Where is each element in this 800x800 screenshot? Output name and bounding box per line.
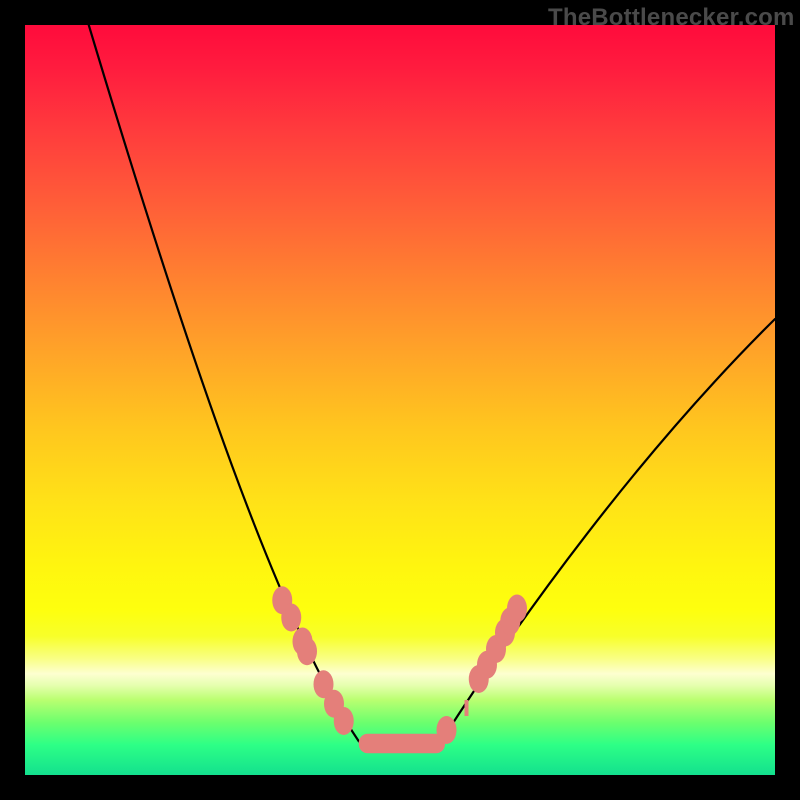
plot-area: [25, 25, 775, 775]
marker-left: [334, 707, 354, 735]
plot-svg: [25, 25, 775, 775]
marker-left: [281, 604, 301, 632]
marker-left: [297, 637, 317, 665]
watermark-text: TheBottlenecker.com: [548, 4, 795, 32]
stray-tick: [465, 700, 469, 716]
gradient-background: [25, 25, 775, 775]
marker-right: [437, 716, 457, 744]
marker-right: [507, 595, 527, 623]
floor-marker-bar: [359, 734, 445, 754]
